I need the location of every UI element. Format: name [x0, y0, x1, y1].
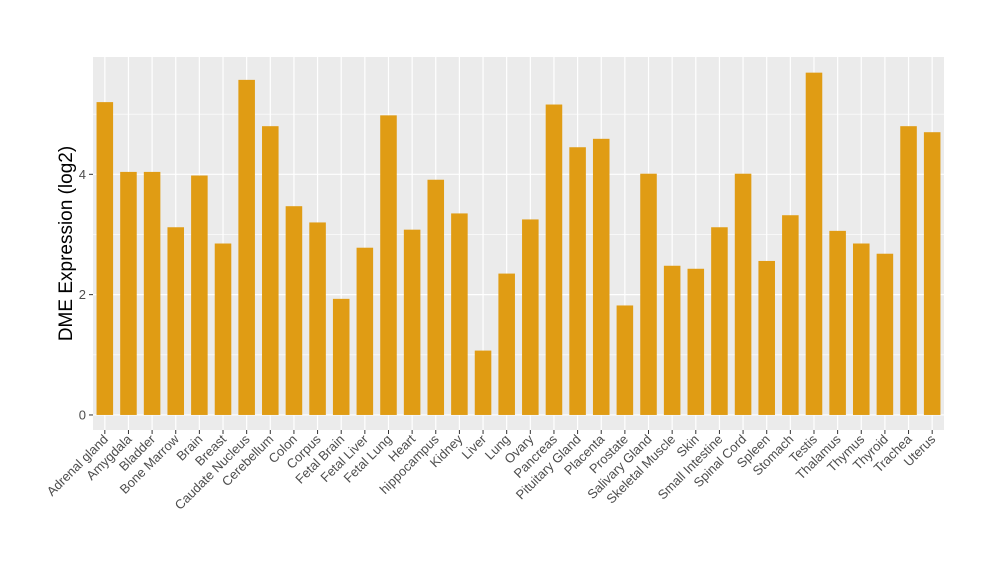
- bar: [427, 179, 445, 415]
- bar: [167, 227, 185, 415]
- bar: [829, 230, 846, 415]
- bar: [782, 215, 799, 415]
- y-axis-title: DME Expression (log2): [56, 146, 77, 341]
- bar: [923, 132, 941, 415]
- bar: [214, 243, 232, 415]
- bar: [711, 227, 728, 415]
- bar: [120, 171, 137, 415]
- bar: [616, 305, 634, 415]
- minor-gridlines: [93, 113, 944, 356]
- bar: [545, 104, 563, 415]
- bar: [403, 229, 421, 415]
- bar: [805, 72, 823, 415]
- y-tick-label: 2: [79, 287, 86, 302]
- bar: [380, 115, 397, 415]
- bar: [332, 298, 350, 415]
- bar: [734, 173, 752, 415]
- bar: [663, 265, 681, 415]
- bar: [876, 253, 894, 415]
- bar: [592, 138, 610, 415]
- bar: [640, 173, 657, 415]
- bar: [309, 222, 326, 415]
- x-tick-label: Liver: [459, 431, 490, 462]
- bar: [96, 102, 114, 415]
- bar: [356, 247, 374, 415]
- bar: [687, 268, 705, 415]
- bar: [143, 171, 161, 415]
- bar: [900, 126, 917, 415]
- bar: [758, 260, 775, 415]
- bar: [285, 206, 303, 415]
- bar: [852, 243, 870, 415]
- bar: [238, 79, 255, 415]
- y-tick-label: 0: [79, 407, 86, 422]
- plot-panel: [93, 57, 944, 430]
- bars: [96, 72, 941, 415]
- y-tick-label: 4: [79, 167, 86, 182]
- bar: [451, 213, 468, 415]
- bar: [498, 273, 515, 415]
- bar: [262, 126, 279, 415]
- bar: [474, 350, 492, 415]
- bar: [569, 147, 586, 415]
- y-axis: 0 2 4: [79, 167, 93, 422]
- bar: [522, 219, 539, 415]
- bar: [191, 175, 208, 415]
